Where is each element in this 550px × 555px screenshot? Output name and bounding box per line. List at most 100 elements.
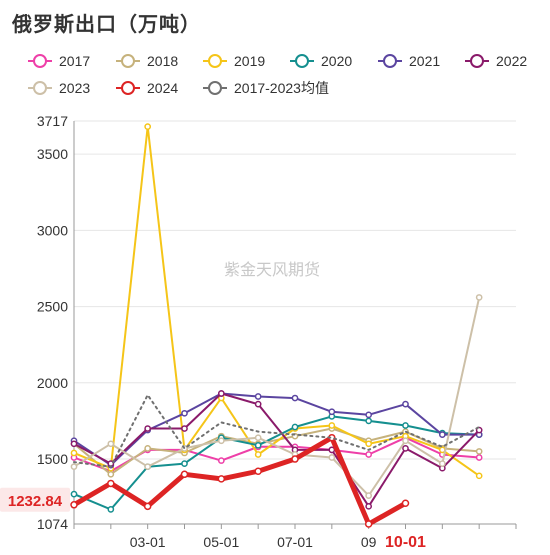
series-point	[217, 390, 225, 397]
series-point	[181, 409, 188, 417]
series-point	[254, 393, 262, 400]
series-point	[254, 400, 262, 408]
series-point	[365, 502, 373, 510]
legend-marker	[208, 81, 222, 95]
legend-marker	[470, 54, 484, 68]
y-tick-label: 3500	[37, 146, 68, 162]
series-point	[70, 501, 78, 509]
series-point	[254, 434, 262, 442]
legend-marker	[383, 54, 397, 68]
series-point	[217, 457, 225, 464]
series-line	[73, 125, 481, 477]
series-line	[71, 435, 408, 527]
series-2017-2023均值	[73, 394, 481, 468]
series-point	[144, 425, 152, 432]
series-point	[144, 463, 152, 471]
x-tick-label: 07-01	[277, 534, 313, 550]
series-point	[475, 472, 483, 480]
series-layer	[70, 123, 483, 528]
legend-label: 2019	[234, 53, 265, 69]
legend-marker	[208, 54, 222, 68]
series-point	[181, 460, 188, 467]
series-point	[107, 506, 115, 513]
legend-label: 2021	[409, 53, 440, 69]
legend-marker	[121, 81, 135, 95]
series-point	[365, 440, 373, 448]
series-point	[438, 460, 446, 467]
series-point	[402, 422, 409, 429]
series-point	[402, 400, 409, 408]
series-point	[254, 441, 262, 449]
series-point	[365, 451, 373, 458]
legend-marker	[33, 81, 47, 95]
legend-marker	[33, 54, 47, 68]
series-point	[70, 449, 78, 457]
series-point	[328, 422, 336, 429]
series-point	[365, 492, 373, 499]
series-line	[73, 296, 481, 497]
series-2023	[70, 294, 483, 499]
series-point	[217, 475, 226, 483]
y-tick-label: 3717	[37, 113, 68, 129]
series-line	[73, 392, 481, 508]
series-point	[144, 123, 152, 130]
series-point	[475, 454, 483, 461]
series-point	[107, 479, 115, 488]
current-value-text: 1232.84	[8, 493, 63, 510]
legend-marker	[121, 54, 135, 68]
x-tick-label: 05-01	[203, 534, 239, 550]
series-point	[475, 448, 483, 455]
series-point	[364, 520, 373, 528]
chart-title: 俄罗斯出口（万吨）	[12, 12, 201, 36]
x-tick-label: 09	[361, 534, 377, 550]
series-point	[70, 440, 78, 448]
series-point	[438, 431, 446, 438]
series-point	[402, 445, 409, 452]
legend-label: 2024	[147, 80, 178, 96]
current-x-label: 10-01	[385, 534, 426, 551]
series-point	[70, 463, 78, 471]
y-tick-label: 1074	[37, 516, 68, 532]
y-tick-label: 1500	[37, 451, 68, 467]
y-tick-label: 3000	[37, 222, 68, 238]
legend-label: 2023	[59, 80, 90, 96]
series-line	[73, 394, 481, 468]
series-2024	[70, 433, 410, 528]
series-point	[401, 499, 410, 508]
series-line	[73, 392, 481, 467]
legend-marker	[295, 54, 309, 68]
watermark: 紫金天风期货	[224, 261, 320, 279]
y-tick-label: 2500	[37, 299, 68, 315]
series-point	[475, 294, 483, 301]
series-point	[402, 437, 409, 445]
y-tick-label: 2000	[37, 375, 68, 391]
series-point	[365, 411, 373, 419]
series-point	[143, 502, 152, 511]
series-point	[180, 470, 189, 479]
series-point	[291, 394, 299, 402]
series-point	[365, 417, 373, 425]
legend-label: 2018	[147, 53, 178, 69]
series-point	[254, 467, 262, 475]
series-point	[107, 470, 115, 478]
series-point	[144, 445, 152, 452]
series-point	[328, 454, 336, 461]
legend: 2017 2018 2019 2020 2021 2022 2023 2024 2017-202…	[28, 53, 527, 96]
series-point	[291, 423, 299, 431]
legend-label: 2020	[321, 53, 352, 69]
x-tick-label: 03-01	[130, 534, 166, 550]
series-point	[328, 408, 336, 416]
legend-label: 2022	[496, 53, 527, 69]
current-value-badge	[0, 487, 70, 512]
series-point	[107, 440, 115, 448]
series-2022	[70, 390, 483, 510]
series-point	[291, 455, 299, 463]
current-value-labels: 1232.84 10-01	[0, 487, 426, 551]
legend-label: 2017	[59, 53, 90, 69]
series-point	[70, 490, 78, 498]
series-line	[73, 415, 481, 511]
series-point	[217, 437, 225, 445]
series-point	[181, 425, 188, 432]
series-point	[254, 451, 262, 458]
